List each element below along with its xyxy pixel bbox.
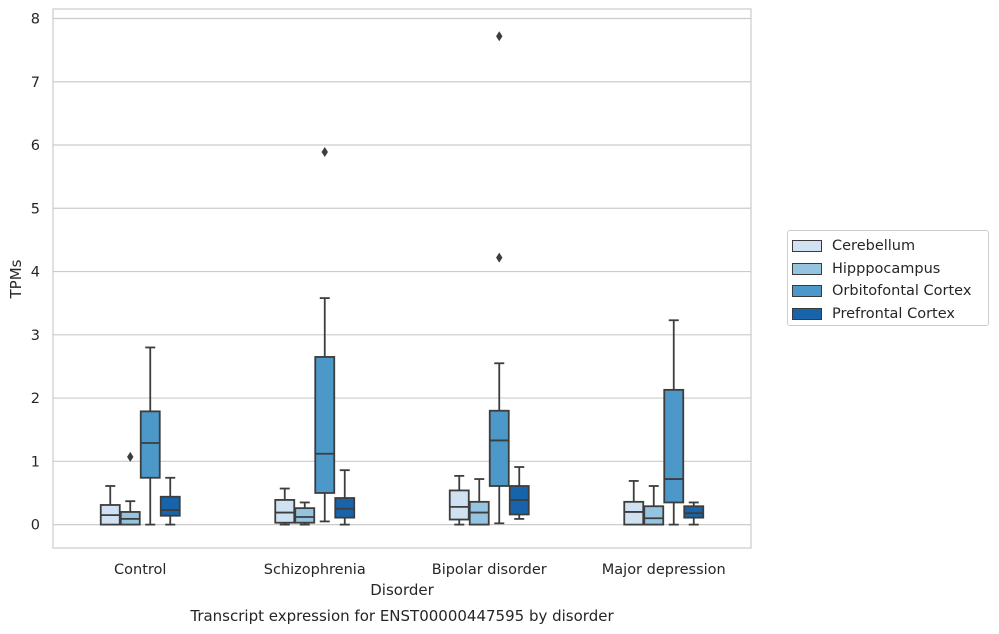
box-iqr [159, 495, 181, 517]
x-tick-label: Bipolar disorder [432, 562, 547, 578]
legend-label: Orbitofontal Cortex [832, 283, 972, 300]
box-hipppocampus-1 [294, 501, 316, 526]
legend-item: Hipppocampus [792, 258, 988, 281]
box-iqr [314, 356, 336, 494]
y-tick-label: 2 [31, 391, 40, 407]
box-prefrontal-cortex-3 [683, 501, 705, 526]
box-orbitofontal-cortex-3 [663, 319, 685, 526]
y-axis-label: TPMs [7, 259, 25, 299]
plot-area-frame [52, 8, 752, 549]
legend-label: Hipppocampus [832, 260, 941, 277]
box-prefrontal-cortex-1 [334, 469, 356, 526]
y-tick-label: 1 [31, 454, 40, 470]
box-cerebellum-2 [448, 474, 470, 526]
box-orbitofontal-cortex-0 [139, 346, 161, 526]
box-iqr [663, 388, 685, 504]
x-axis-label: Disorder [370, 581, 434, 599]
gridlines [53, 17, 751, 526]
box-orbitofontal-cortex-2 [488, 31, 510, 525]
boxes [99, 31, 705, 526]
legend-swatch [792, 285, 822, 298]
box-iqr [643, 505, 665, 526]
outlier-point [321, 146, 328, 157]
legend-swatch [792, 262, 822, 275]
legend-label: Cerebellum [832, 238, 916, 255]
box-hipppocampus-3 [643, 485, 665, 526]
x-tick-label: Control [114, 562, 166, 578]
legend-item: Prefrontal Cortex [792, 303, 988, 326]
box-cerebellum-3 [623, 480, 645, 526]
box-cerebellum-1 [274, 487, 296, 526]
legend-swatch [792, 240, 822, 253]
box-hipppocampus-0 [119, 451, 141, 526]
box-iqr [294, 507, 316, 524]
box-iqr [683, 505, 705, 519]
box-iqr [274, 499, 296, 524]
y-tick-label: 4 [31, 265, 40, 281]
box-iqr [448, 489, 470, 521]
y-tick-label: 0 [31, 518, 40, 534]
legend-label: Prefrontal Cortex [832, 305, 955, 322]
box-cerebellum-0 [99, 485, 121, 526]
y-tick-label: 6 [31, 138, 40, 154]
box-iqr [334, 497, 356, 519]
box-prefrontal-cortex-0 [159, 476, 181, 526]
box-orbitofontal-cortex-1 [314, 146, 336, 523]
y-tick-labels: 0 1 2 3 4 5 6 7 8 [31, 11, 40, 533]
legend: Cerebellum Hipppocampus Orbitofontal Corte… [787, 230, 989, 326]
outlier-point [127, 451, 134, 462]
legend-swatch [792, 307, 822, 320]
legend-item: Orbitofontal Cortex [792, 280, 988, 303]
y-tick-label: 3 [31, 328, 40, 344]
y-tick-label: 8 [31, 11, 40, 27]
box-iqr [488, 409, 510, 487]
box-iqr [139, 410, 161, 479]
x-tick-label: Major depression [602, 562, 726, 578]
box-iqr [623, 500, 645, 526]
legend-item: Cerebellum [792, 235, 988, 258]
box-prefrontal-cortex-2 [508, 466, 530, 520]
x-tick-label: Schizophrenia [264, 562, 366, 578]
outlier-point [496, 31, 503, 42]
chart-title: Transcript expression for ENST0000044759… [189, 607, 614, 625]
outlier-point [496, 252, 503, 263]
y-tick-label: 7 [31, 75, 40, 91]
box-hipppocampus-2 [468, 478, 490, 526]
y-tick-label: 5 [31, 201, 40, 217]
x-tick-labels: Control Schizophrenia Bipolar disorder Majo… [114, 562, 726, 578]
